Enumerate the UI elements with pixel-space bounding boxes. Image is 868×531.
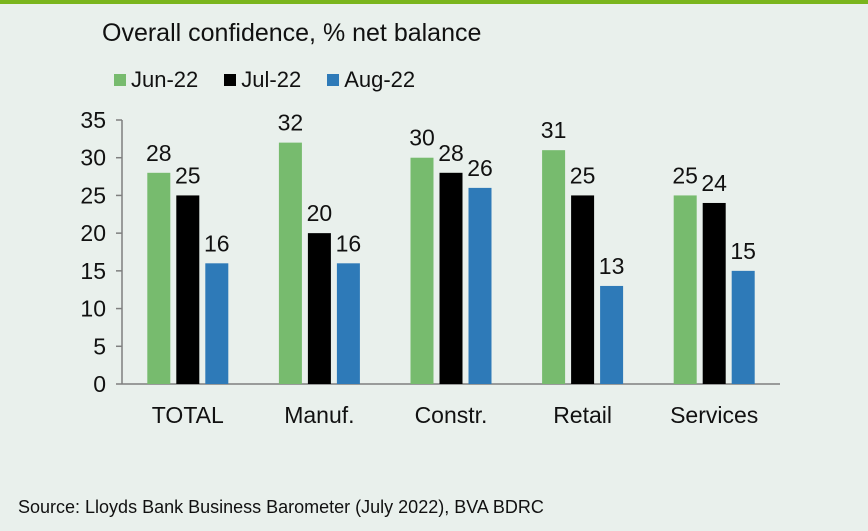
bar: [336, 263, 360, 384]
bar: [147, 172, 171, 384]
bar: [702, 202, 726, 384]
data-label: 28: [146, 140, 172, 166]
bar: [205, 263, 229, 384]
data-label: 28: [438, 140, 464, 166]
bar: [673, 195, 697, 384]
y-tick-label: 0: [93, 371, 106, 397]
x-category-label: Services: [670, 402, 758, 428]
bar: [439, 172, 463, 384]
legend-label-jul-22: Jul-22: [241, 67, 302, 92]
bar: [468, 187, 492, 384]
bar: [731, 270, 755, 384]
top-accent-rule: [0, 0, 868, 4]
data-label: 13: [599, 253, 625, 279]
data-label: 24: [701, 170, 727, 196]
legend-label-aug-22: Aug-22: [344, 67, 416, 92]
x-category-label: Manuf.: [284, 402, 354, 428]
bar: [542, 150, 566, 384]
data-label: 20: [307, 200, 333, 226]
x-category-label: TOTAL: [152, 402, 224, 428]
data-label: 32: [278, 110, 304, 136]
bar: [278, 142, 302, 384]
data-label: 25: [672, 162, 698, 188]
bar: [571, 195, 595, 384]
bar: [307, 233, 331, 384]
chart-legend: Jun-22 Jul-22 Aug-22: [114, 67, 441, 93]
y-tick-label: 35: [80, 107, 106, 133]
y-tick-label: 25: [80, 182, 106, 208]
x-category-label: Retail: [553, 402, 612, 428]
bar: [600, 285, 624, 384]
data-label: 31: [541, 117, 567, 143]
y-tick-label: 5: [93, 333, 106, 359]
y-tick-label: 20: [80, 220, 106, 246]
legend-swatch-aug-22: [327, 74, 340, 86]
legend-swatch-jun-22: [114, 74, 126, 86]
y-tick-label: 30: [80, 145, 106, 171]
legend-swatch-jul-22: [224, 74, 237, 86]
legend-item-aug-22: Aug-22: [327, 67, 415, 93]
bar: [176, 195, 200, 384]
bar: [410, 157, 434, 384]
legend-item-jun-22: Jun-22: [114, 67, 198, 93]
source-note: Source: Lloyds Bank Business Barometer (…: [18, 497, 544, 517]
y-tick-label: 10: [80, 296, 106, 322]
data-label: 25: [570, 162, 596, 188]
y-tick-label: 15: [80, 258, 106, 284]
chart-title: Overall confidence, % net balance: [102, 19, 482, 47]
data-label: 25: [175, 162, 201, 188]
data-label: 16: [204, 230, 230, 256]
data-label: 30: [409, 125, 435, 151]
data-label: 26: [467, 155, 493, 181]
data-label: 15: [730, 238, 756, 264]
data-label: 16: [336, 230, 362, 256]
x-category-label: Constr.: [415, 402, 488, 428]
legend-label-jun-22: Jun-22: [131, 67, 199, 92]
legend-item-jul-22: Jul-22: [224, 67, 301, 93]
